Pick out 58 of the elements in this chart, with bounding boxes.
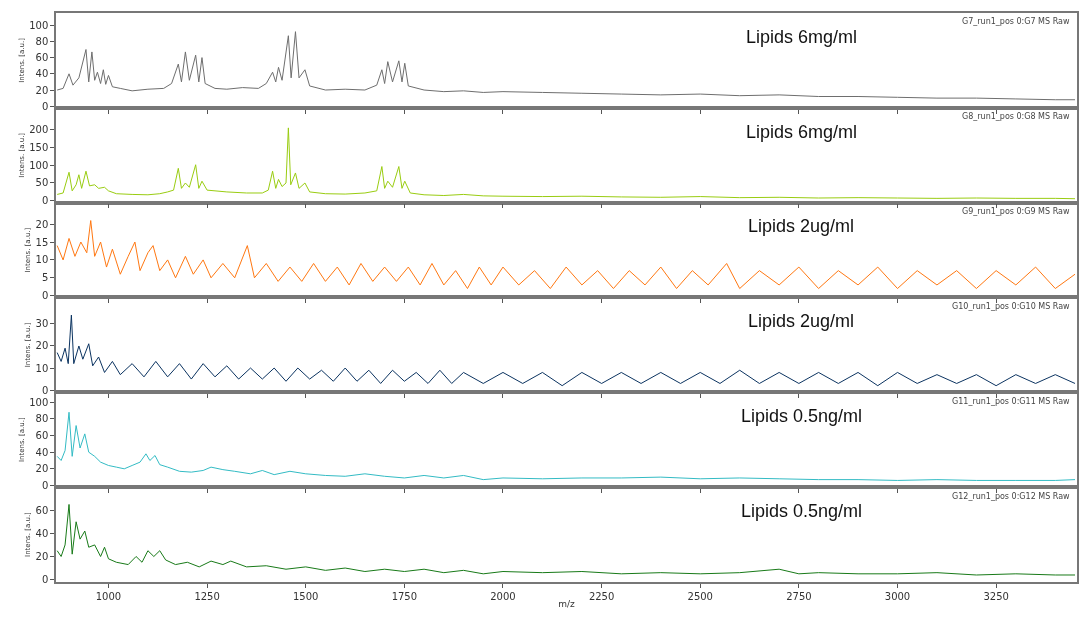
y-tick-label: 0 xyxy=(41,479,49,491)
y-tick-label: 200 xyxy=(29,123,49,135)
y-tick-label: 60 xyxy=(35,52,49,64)
x-tick-label: 3000 xyxy=(884,590,911,602)
annotation: Lipids 0.5ng/ml xyxy=(741,501,863,521)
annotation: G12_run1_pos 0:G12 MS Raw xyxy=(952,492,1071,501)
x-tick-label: 1750 xyxy=(391,590,418,602)
y-tick-label: 0 xyxy=(41,100,49,112)
y-tick-label: 80 xyxy=(35,413,49,425)
x-tick-label: 2500 xyxy=(687,590,713,602)
y-tick-label: 40 xyxy=(35,527,49,539)
y-tick-label: 30 xyxy=(35,318,49,330)
annotation: G8_run1_pos 0:G8 MS Raw xyxy=(962,112,1070,121)
y-tick-label: 0 xyxy=(41,195,49,207)
y-tick-label: 5 xyxy=(41,272,49,284)
y-tick-label: 20 xyxy=(35,218,49,230)
x-tick-label: 1500 xyxy=(293,590,319,602)
annotation: G7_run1_pos 0:G7 MS Raw xyxy=(962,17,1070,26)
y-tick-label: 20 xyxy=(35,340,49,352)
x-tick-label: 2250 xyxy=(588,590,615,602)
annotation: Lipids 2ug/ml xyxy=(748,216,855,236)
x-tick-label: 3250 xyxy=(983,590,1009,602)
x-axis-title: m/z xyxy=(558,598,576,609)
x-tick-label: 1250 xyxy=(194,590,220,602)
line-series xyxy=(56,411,1076,481)
line-series xyxy=(56,220,1076,290)
y-tick-label: 50 xyxy=(35,177,49,189)
y-tick-label: 100 xyxy=(29,159,49,171)
y-tick-label: 20 xyxy=(35,550,49,562)
annotation: Lipids 6mg/ml xyxy=(746,122,858,142)
annotation: G11_run1_pos 0:G11 MS Raw xyxy=(952,397,1071,406)
y-tick-label: 100 xyxy=(29,19,49,31)
y-tick-label: 20 xyxy=(35,463,49,475)
line-series xyxy=(56,127,1076,200)
y-tick-label: 10 xyxy=(35,362,49,374)
y-tick-label: 15 xyxy=(35,236,49,248)
line-series xyxy=(56,503,1076,576)
y-tick-label: 0 xyxy=(41,574,49,586)
y-tick-label: 0 xyxy=(41,290,49,302)
annotation: Lipids 0.5ng/ml xyxy=(741,406,863,426)
y-tick-label: 80 xyxy=(35,35,49,47)
y-tick-label: 40 xyxy=(35,446,49,458)
annotation: G10_run1_pos 0:G10 MS Raw xyxy=(952,302,1071,311)
annotation: Lipids 6mg/ml xyxy=(746,27,858,47)
y-tick-label: 20 xyxy=(35,84,49,96)
y-tick-label: 0 xyxy=(41,384,49,396)
y-tick-label: 100 xyxy=(29,396,49,408)
x-tick-label: 2750 xyxy=(786,590,812,602)
y-tick-label: 150 xyxy=(29,141,49,153)
annotation: G9_run1_pos 0:G9 MS Raw xyxy=(962,207,1070,216)
y-tick-label: 60 xyxy=(35,504,49,516)
y-tick-label: 60 xyxy=(35,430,49,442)
y-tick-label: 10 xyxy=(35,254,49,266)
line-series xyxy=(56,314,1076,387)
y-tick-label: 40 xyxy=(35,68,49,80)
annotation: Lipids 2ug/ml xyxy=(748,311,855,331)
x-tick-label: 2000 xyxy=(490,590,516,602)
x-tick-label: 1000 xyxy=(95,590,122,602)
